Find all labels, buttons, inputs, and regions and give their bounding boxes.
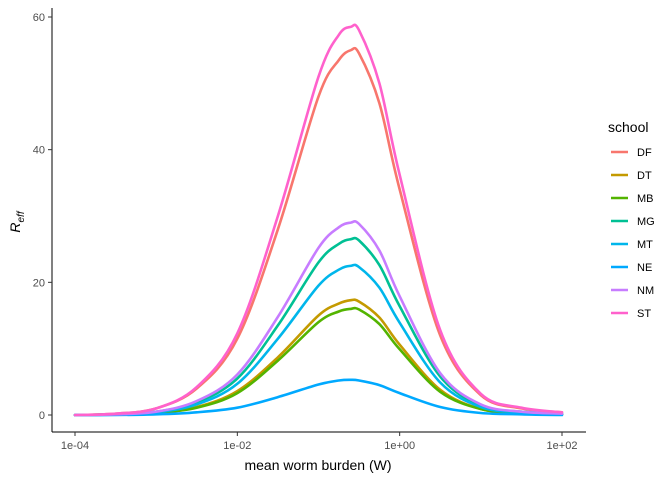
- x-tick-label: 1e+02: [547, 440, 578, 452]
- y-axis-title-subscript: eff: [16, 210, 27, 222]
- legend: school DF DT MB MG MT NE NM ST: [608, 119, 655, 320]
- legend-item-ne: NE: [611, 262, 652, 274]
- legend-title: school: [608, 119, 648, 135]
- legend-label: DF: [637, 147, 652, 159]
- series-line-mb: [73, 306, 564, 417]
- legend-label: MT: [637, 239, 653, 251]
- legend-item-dt: DT: [611, 170, 652, 182]
- series-line-ne: [73, 378, 564, 417]
- series-line-st: [73, 23, 564, 417]
- legend-label: DT: [637, 170, 652, 182]
- y-axis-title: Reff: [7, 210, 27, 232]
- x-tick-label: 1e+00: [384, 440, 415, 452]
- legend-item-mb: MB: [611, 193, 654, 205]
- series-line-nm: [73, 220, 564, 417]
- x-tick-label: 1e-02: [223, 440, 251, 452]
- legend-item-st: ST: [611, 308, 651, 320]
- legend-item-mt: MT: [611, 239, 653, 251]
- series-line-mt: [73, 263, 564, 417]
- legend-label: NM: [637, 285, 654, 297]
- legend-label: NE: [637, 262, 652, 274]
- legend-label: ST: [637, 308, 651, 320]
- plot-lines: [73, 23, 564, 417]
- y-tick-label: 40: [33, 145, 45, 157]
- y-tick-label: 60: [33, 12, 45, 24]
- legend-item-mg: MG: [611, 216, 655, 228]
- legend-item-nm: NM: [611, 285, 654, 297]
- y-axis-title-main: R: [7, 223, 23, 233]
- x-tick-label: 1e-04: [61, 440, 89, 452]
- axes: 1e-04 1e-02 1e+00 1e+02 0 20 40 60: [33, 8, 586, 452]
- legend-item-df: DF: [611, 147, 652, 159]
- y-tick-label: 20: [33, 277, 45, 289]
- legend-label: MG: [637, 216, 655, 228]
- y-tick-label: 0: [39, 410, 45, 422]
- x-axis-title: mean worm burden (W): [244, 457, 391, 473]
- legend-label: MB: [637, 193, 654, 205]
